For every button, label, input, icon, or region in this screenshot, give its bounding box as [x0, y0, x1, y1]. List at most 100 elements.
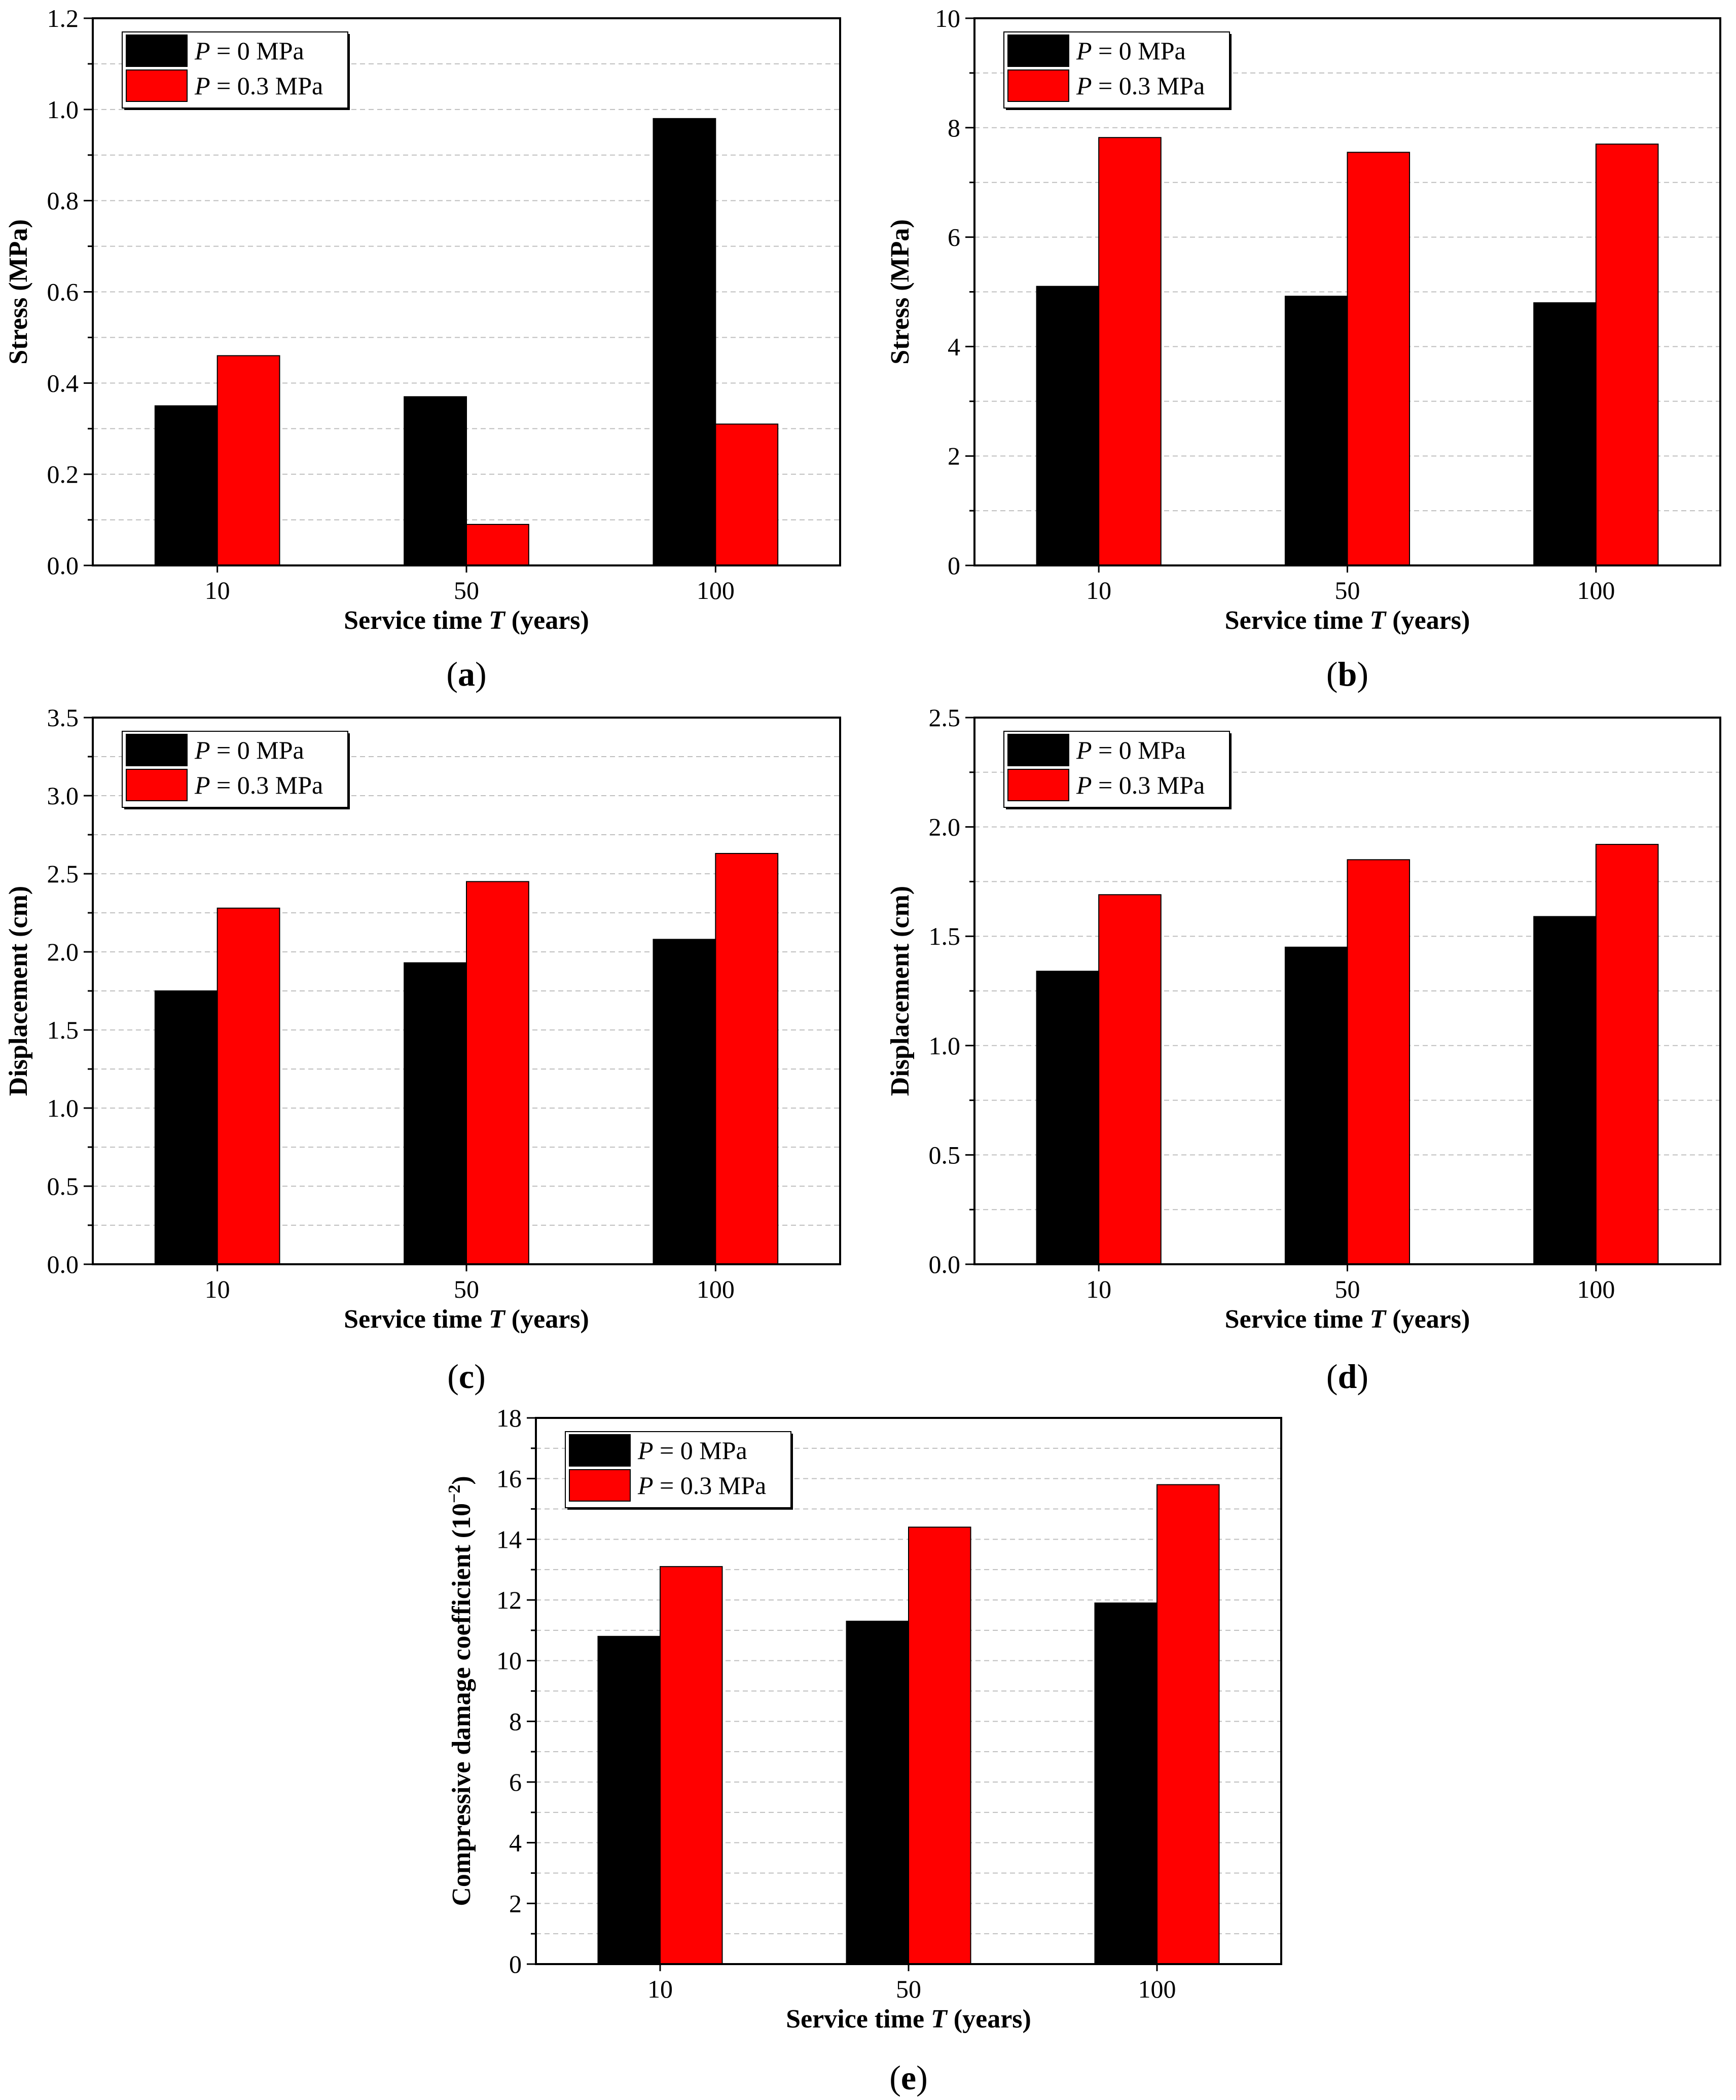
y-axis-label: Displacement (cm): [4, 886, 33, 1096]
bar-p03-100: [715, 852, 779, 1265]
bar-p03-100: [1156, 1484, 1220, 1965]
y-tick-label: 1.0: [47, 95, 79, 124]
bar-p03-10: [1098, 894, 1162, 1265]
bar-p03-10: [216, 355, 280, 566]
y-tick-label: 2.0: [929, 813, 961, 841]
legend-entry-p0: P = 0 MPa: [1076, 37, 1186, 65]
x-tick-label: 10: [205, 1275, 230, 1303]
y-tick-label: 0.5: [47, 1172, 79, 1200]
x-tick-label: 100: [697, 576, 735, 604]
x-axis-label: Service time T (years): [1225, 606, 1470, 635]
bar-p0-10: [597, 1635, 661, 1965]
legend-swatch-p0: [569, 1434, 631, 1467]
legend-swatch-p03: [126, 69, 188, 102]
bar-p0-10: [154, 990, 218, 1265]
legend: P = 0 MPa P = 0.3 MPa: [1003, 731, 1232, 809]
chart-panel-c: 10 50 100 0.0 0.5 1.0 1.5 2.0 2.5 3.0 3.5 Displacem…: [4, 703, 841, 1396]
y-tick-label: 1.5: [47, 1016, 79, 1044]
y-tick-label: 10: [496, 1647, 522, 1675]
x-axis-label: Service time T (years): [344, 606, 589, 635]
legend-entry-p0: P = 0 MPa: [194, 736, 304, 764]
y-tick-label: 0.0: [47, 1250, 79, 1278]
x-tick-label: 50: [454, 1275, 479, 1303]
x-tick-label: 10: [1086, 1275, 1111, 1303]
x-tick-label: 50: [1335, 576, 1360, 604]
legend: P = 0 MPa P = 0.3 MPa: [565, 1431, 793, 1510]
y-tick-label: 1.5: [929, 922, 961, 950]
legend-swatch-p0: [126, 34, 188, 67]
y-tick-label: 0.4: [47, 369, 79, 397]
bar-p0-100: [653, 939, 716, 1265]
legend-swatch-p0: [1007, 734, 1069, 766]
x-axis-label: Service time T (years): [344, 1305, 589, 1334]
y-tick-label: 0.0: [929, 1250, 961, 1278]
x-tick-label: 100: [1577, 1275, 1615, 1303]
legend-swatch-p0: [1007, 34, 1069, 67]
legend: P = 0 MPa P = 0.3 MPa: [122, 31, 350, 110]
y-tick-label: 10: [935, 4, 960, 32]
bar-p0-50: [1284, 946, 1348, 1265]
bar-p0-100: [1533, 916, 1597, 1265]
y-tick-label: 0.8: [47, 187, 79, 215]
y-tick-label: 6: [948, 223, 960, 252]
x-tick-label: 10: [205, 576, 230, 604]
y-axis-label: Stress (MPa): [4, 219, 33, 364]
panel-label-e: (e): [889, 2058, 928, 2097]
bar-p03-50: [1347, 859, 1410, 1265]
bar-p03-10: [1098, 137, 1162, 566]
legend-entry-p03: P = 0.3 MPa: [1076, 771, 1205, 799]
y-tick-label: 16: [496, 1465, 522, 1493]
legend-entry-p0: P = 0 MPa: [637, 1436, 747, 1465]
y-tick-label: 2.0: [47, 938, 79, 966]
legend-entry-p0: P = 0 MPa: [194, 37, 304, 65]
bar-p0-50: [404, 962, 467, 1265]
bar-p0-10: [154, 405, 218, 566]
panel-label-c: (c): [447, 1357, 486, 1396]
y-tick-label: 6: [509, 1768, 522, 1796]
x-tick-label: 100: [1138, 1975, 1176, 2003]
bar-p0-100: [1094, 1602, 1158, 1965]
bar-p0-50: [404, 396, 467, 566]
bar-p03-10: [660, 1566, 723, 1965]
chart-panel-b: 10 50 100 0 2 4 6 8 10 Stress (MPa) Service time T…: [886, 4, 1721, 693]
legend-entry-p03: P = 0.3 MPa: [194, 771, 323, 799]
bar-p0-100: [653, 118, 716, 566]
bar-p03-50: [908, 1526, 971, 1965]
panel-label-b: (b): [1326, 655, 1368, 693]
bar-p03-50: [1347, 152, 1410, 566]
y-tick-label: 2: [509, 1889, 522, 1917]
y-tick-label: 0: [948, 551, 960, 580]
bar-p03-100: [1595, 144, 1659, 566]
y-tick-label: 1.0: [47, 1094, 79, 1122]
x-tick-label: 100: [1577, 576, 1615, 604]
y-tick-label: 0.5: [929, 1141, 961, 1169]
legend: P = 0 MPa P = 0.3 MPa: [1003, 31, 1232, 110]
y-tick-label: 1.2: [47, 4, 79, 32]
bar-p03-50: [466, 524, 529, 566]
legend-entry-p03: P = 0.3 MPa: [194, 72, 323, 100]
x-axis-label: Service time T (years): [1225, 1305, 1470, 1334]
y-tick-label: 14: [496, 1525, 522, 1553]
x-tick-label: 50: [1335, 1275, 1360, 1303]
bar-p03-10: [216, 907, 280, 1265]
chart-panel-e: 10 50 100 0 2 4 6 8 10 12 14 16 18 Compressive damage…: [445, 1404, 1282, 2097]
y-tick-label: 4: [948, 332, 960, 361]
y-axis-label: Displacement (cm): [886, 886, 915, 1096]
legend-entry-p0: P = 0 MPa: [1076, 736, 1186, 764]
y-tick-label: 0.2: [47, 460, 79, 488]
y-tick-label: 2: [948, 442, 960, 470]
y-tick-label: 2.5: [929, 703, 961, 732]
y-tick-label: 4: [509, 1829, 522, 1857]
legend-swatch-p03: [569, 1469, 631, 1502]
y-tick-label: 0.0: [47, 551, 79, 580]
y-tick-label: 8: [509, 1707, 522, 1735]
x-tick-label: 10: [647, 1975, 673, 2003]
x-axis-label: Service time T (years): [786, 2005, 1031, 2034]
bar-p0-10: [1036, 971, 1100, 1265]
chart-panel-d: 10 50 100 0.0 0.5 1.0 1.5 2.0 2.5 Displacement (c…: [886, 703, 1721, 1396]
x-tick-label: 10: [1086, 576, 1111, 604]
chart-panel-a: 10 50 100 0.0 0.2 0.4 0.6 0.8 1.0 1.2 Stress (MPa)…: [4, 4, 841, 693]
y-tick-label: 2.5: [47, 860, 79, 888]
bar-p03-50: [466, 881, 529, 1265]
